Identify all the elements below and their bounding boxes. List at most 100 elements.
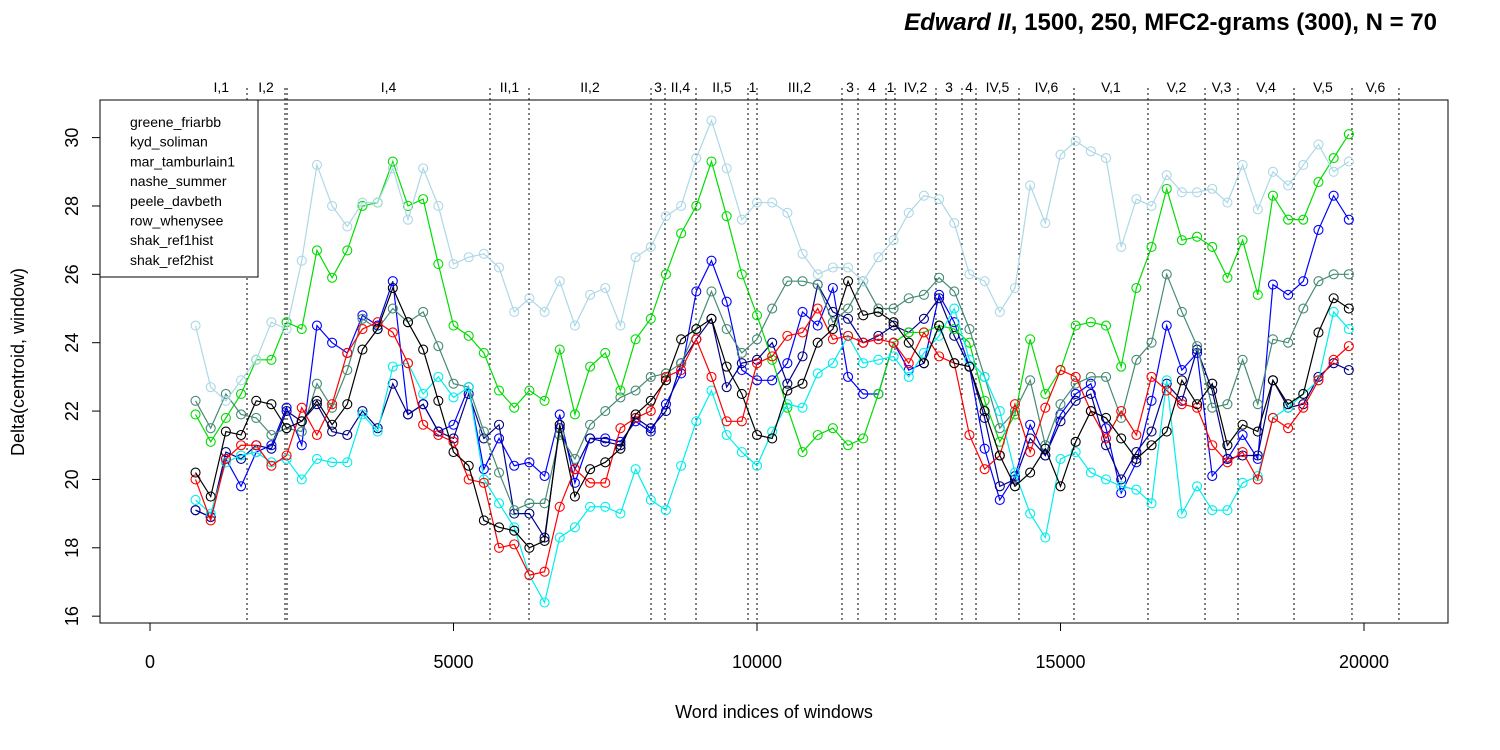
data-point <box>1192 481 1203 492</box>
data-point <box>327 426 338 437</box>
data-point <box>1131 282 1142 294</box>
data-point <box>509 402 520 413</box>
data-point <box>1222 272 1233 283</box>
data-point <box>751 310 763 321</box>
data-point <box>1100 433 1112 444</box>
data-point <box>1192 231 1203 242</box>
data-point <box>949 358 960 369</box>
data-point <box>569 464 580 475</box>
y-tick-label: 16 <box>62 606 82 626</box>
data-point <box>843 440 854 451</box>
scene-label: II,5 <box>712 79 732 95</box>
data-point <box>1161 375 1172 386</box>
data-point <box>372 317 383 328</box>
data-point <box>1222 197 1233 208</box>
data-point <box>630 409 641 420</box>
data-point <box>1025 180 1036 191</box>
data-point <box>433 395 444 406</box>
data-point <box>1343 303 1354 314</box>
data-point <box>600 433 611 444</box>
data-point <box>236 375 247 386</box>
data-point <box>645 371 656 382</box>
data-point <box>721 361 732 372</box>
data-point <box>843 330 854 341</box>
data-point <box>478 347 489 359</box>
data-point <box>1085 378 1096 389</box>
data-point <box>1343 341 1354 352</box>
data-point <box>994 481 1005 492</box>
data-point <box>782 378 793 389</box>
data-point <box>1283 180 1294 191</box>
data-point <box>1237 447 1248 458</box>
series-line <box>195 282 1350 540</box>
data-point <box>1009 467 1021 478</box>
data-point <box>463 460 474 471</box>
data-point <box>1283 337 1294 348</box>
y-tick-label: 18 <box>62 538 82 558</box>
data-point <box>1267 190 1278 201</box>
data-point <box>706 115 717 126</box>
data-point <box>630 464 641 475</box>
data-point <box>266 460 277 471</box>
data-point <box>524 542 535 553</box>
data-point <box>296 402 307 413</box>
legend-entry: kyd_soliman <box>130 134 208 150</box>
scene-label: IV,5 <box>986 79 1010 95</box>
data-point <box>539 306 550 317</box>
data-point <box>1009 399 1021 410</box>
data-point <box>706 255 717 266</box>
legend-entry: peele_davbeth <box>130 193 222 209</box>
data-point <box>327 272 338 283</box>
data-point <box>615 385 626 396</box>
data-point <box>463 382 474 393</box>
data-point <box>311 429 322 441</box>
data-point <box>554 419 565 430</box>
scene-label: I,1 <box>213 79 229 95</box>
data-point <box>949 218 960 229</box>
data-point <box>1298 159 1309 170</box>
data-point <box>236 388 247 400</box>
data-point <box>767 351 778 362</box>
data-point <box>1237 159 1248 170</box>
data-point <box>1176 399 1187 410</box>
data-point <box>1328 293 1339 304</box>
data-point <box>357 200 368 212</box>
data-point <box>448 378 459 389</box>
x-tick-label: 5000 <box>433 652 473 672</box>
chart-title: Edward II, 1500, 250, MFC2-grams (300), … <box>904 9 1437 36</box>
data-point <box>1100 153 1112 164</box>
data-point <box>387 156 398 167</box>
data-point <box>827 282 838 294</box>
data-point <box>827 323 838 335</box>
data-point <box>600 436 611 447</box>
data-point <box>493 467 505 478</box>
data-point <box>1237 429 1248 441</box>
data-point <box>190 505 201 516</box>
data-point <box>888 235 899 246</box>
data-point <box>934 272 945 283</box>
data-point <box>1192 187 1203 198</box>
data-point <box>1283 399 1294 410</box>
data-point <box>1116 481 1127 492</box>
data-point <box>1116 433 1127 444</box>
data-point <box>858 337 869 348</box>
scene-label: V,1 <box>1101 79 1121 95</box>
data-point <box>630 412 641 423</box>
data-point <box>585 419 596 430</box>
x-tick-label: 10000 <box>732 652 782 672</box>
data-point <box>797 276 808 287</box>
data-point <box>509 505 520 516</box>
data-point <box>843 262 854 273</box>
data-point <box>524 293 535 304</box>
data-point <box>1237 477 1248 488</box>
data-point <box>873 252 884 263</box>
data-point <box>1100 440 1112 451</box>
data-point <box>767 197 778 208</box>
data-point <box>311 245 322 256</box>
legend-entry: shak_ref1hist <box>130 232 213 248</box>
data-point <box>600 282 611 294</box>
title-italic: Edward II <box>904 9 1012 36</box>
data-point <box>751 429 763 441</box>
data-point <box>751 358 763 369</box>
data-point <box>660 505 672 516</box>
